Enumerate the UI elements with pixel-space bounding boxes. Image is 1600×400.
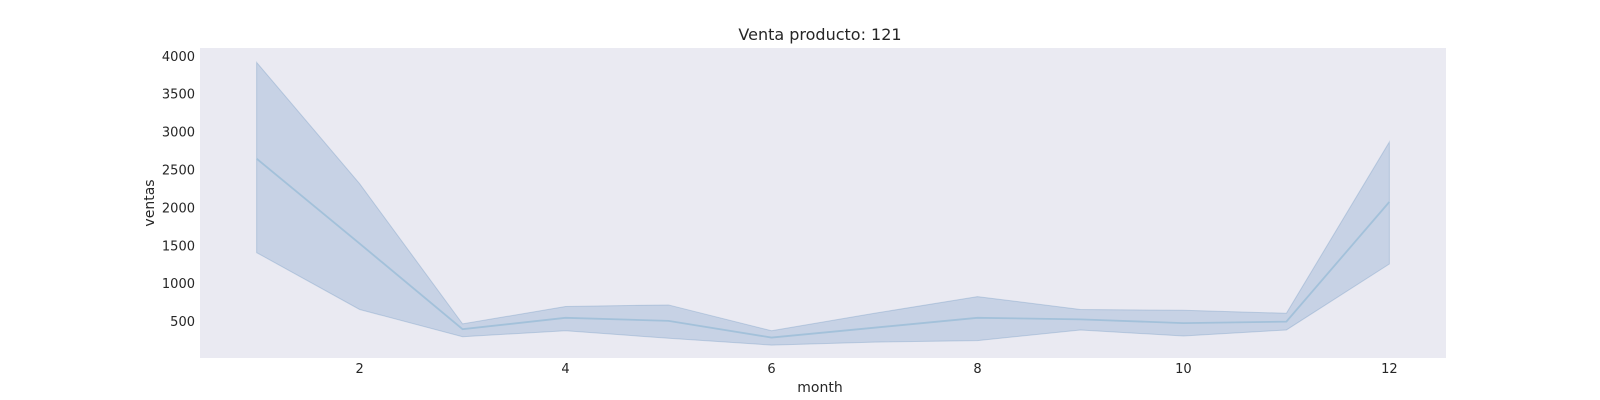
y-axis-label: ventas (142, 179, 158, 226)
x-tick-label: 4 (561, 362, 569, 377)
series-line (256, 157, 1391, 339)
y-tick-label: 1000 (162, 277, 195, 292)
x-tick-label: 2 (355, 362, 363, 377)
y-axis-ticks: 500 1000 1500 2000 2500 3000 3500 4000 (162, 50, 195, 330)
y-tick-label: 3500 (162, 88, 195, 103)
x-axis-label: month (797, 380, 842, 396)
x-tick-label: 10 (1175, 362, 1192, 377)
y-tick-label: 3000 (162, 126, 195, 141)
y-tick-label: 2500 (162, 164, 195, 179)
y-tick-label: 4000 (162, 50, 195, 65)
x-tick-label: 8 (973, 362, 981, 377)
y-tick-label: 500 (170, 315, 195, 330)
x-tick-label: 6 (767, 362, 775, 377)
y-tick-label: 1500 (162, 239, 195, 254)
y-tick-label: 2000 (162, 201, 195, 216)
plot-area (200, 48, 1446, 358)
series-line-layer (256, 157, 1391, 339)
x-tick-label: 12 (1381, 362, 1398, 377)
x-axis-ticks: 2 4 6 8 10 12 (355, 362, 1397, 377)
chart-title: Venta producto: 121 (738, 25, 901, 44)
confidence-band (256, 61, 1390, 346)
confidence-band-layer (256, 61, 1390, 346)
